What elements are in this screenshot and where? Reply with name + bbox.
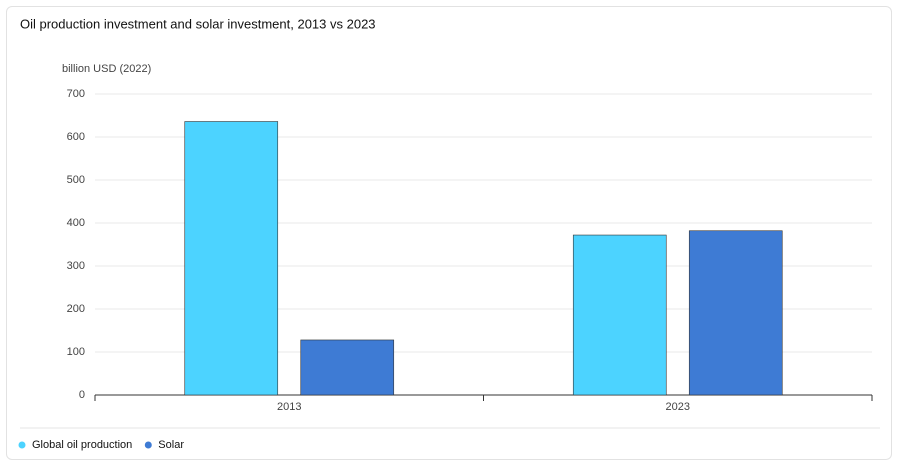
legend-label: Solar	[158, 439, 184, 451]
bar	[184, 121, 279, 396]
y-tick-label: 100	[67, 346, 85, 358]
y-tick-label: 400	[67, 217, 85, 229]
y-tick-label: 200	[67, 303, 85, 315]
bar	[572, 234, 667, 396]
y-tick-label: 0	[79, 389, 85, 401]
legend-label: Global oil production	[32, 439, 132, 451]
legend-marker	[144, 441, 152, 449]
x-tick-label: 2023	[666, 401, 690, 413]
x-tick-label: 2013	[277, 401, 301, 413]
bar	[300, 339, 395, 396]
legend-marker	[18, 441, 26, 449]
y-tick-label: 300	[67, 260, 85, 272]
bar	[688, 230, 783, 396]
y-tick-label: 500	[67, 174, 85, 186]
chart-title: Oil production investment and solar inve…	[20, 16, 376, 31]
chart-card	[6, 6, 892, 460]
y-axis-label: billion USD (2022)	[62, 63, 151, 75]
y-tick-label: 700	[67, 88, 85, 100]
y-tick-label: 600	[67, 131, 85, 143]
